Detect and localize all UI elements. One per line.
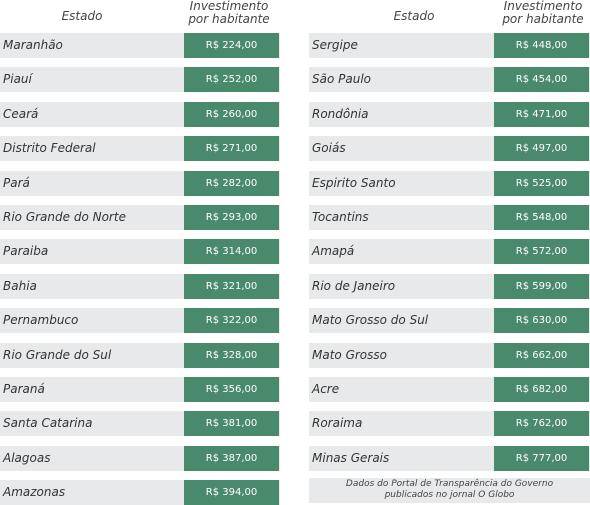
column-header: Estado Investimento por habitante (309, 0, 590, 34)
footnote-line1: Dados do Portal de Transparência do Gove… (345, 479, 554, 489)
investimento-value: R$ 282,00 (184, 171, 279, 196)
investimento-value: R$ 381,00 (184, 411, 279, 436)
table-row: São Paulo R$ 454,00 (309, 67, 590, 92)
estado-name: Minas Gerais (312, 451, 390, 465)
investimento-value: R$ 630,00 (494, 308, 589, 333)
investimento-value: R$ 548,00 (494, 205, 589, 230)
footnote-line2: publicados no jornal O Globo (384, 490, 515, 500)
table-row: Mato Grosso do Sul R$ 630,00 (309, 308, 590, 333)
column-header: Estado Investimento por habitante (0, 0, 280, 34)
estado-name: Rio Grande do Sul (3, 348, 112, 362)
estado-name: Alagoas (3, 451, 51, 465)
investimento-value: R$ 387,00 (184, 446, 279, 471)
header-investimento-line1: Investimento (189, 0, 269, 13)
investimento-value: R$ 322,00 (184, 308, 279, 333)
investimento-value: R$ 448,00 (494, 33, 589, 58)
investimento-value: R$ 356,00 (184, 377, 279, 402)
estado-name: Mato Grosso do Sul (312, 313, 429, 327)
header-investimento-line1: Investimento (503, 0, 583, 13)
investimento-value: R$ 293,00 (184, 205, 279, 230)
investimento-value: R$ 314,00 (184, 239, 279, 264)
investimento-value: R$ 777,00 (494, 446, 589, 471)
estado-name: Goiás (312, 141, 346, 155)
investimento-value: R$ 762,00 (494, 411, 589, 436)
header-estado: Estado (393, 9, 435, 23)
investimento-value: R$ 252,00 (184, 67, 279, 92)
estado-name: Tocantins (312, 210, 369, 224)
investimento-value: R$ 321,00 (184, 274, 279, 299)
estado-name: São Paulo (312, 72, 371, 86)
header-investimento: Investimento por habitante (176, 0, 282, 26)
source-footnote: Dados do Portal de Transparência do Gove… (309, 478, 590, 503)
header-investimento: Investimento por habitante (490, 0, 590, 26)
table-row: Rio de Janeiro R$ 599,00 (309, 274, 590, 299)
estado-name: Sergipe (312, 38, 358, 52)
estado-name: Santa Catarina (3, 416, 93, 430)
investimento-value: R$ 662,00 (494, 343, 589, 368)
estado-name: Rondônia (312, 107, 369, 121)
table-row: Espirito Santo R$ 525,00 (309, 171, 590, 196)
table-row: Mato Grosso R$ 662,00 (309, 343, 590, 368)
estado-name: Pará (3, 176, 30, 190)
investimento-value: R$ 599,00 (494, 274, 589, 299)
table-row: Pernambuco R$ 322,00 (0, 308, 280, 333)
table-column-left: Estado Investimento por habitante Maranh… (0, 0, 280, 505)
table-row: Bahia R$ 321,00 (0, 274, 280, 299)
table-row: Maranhão R$ 224,00 (0, 33, 280, 58)
investimento-value: R$ 497,00 (494, 136, 589, 161)
table-row: Distrito Federal R$ 271,00 (0, 136, 280, 161)
table-row: Goiás R$ 497,00 (309, 136, 590, 161)
table-row: Amapá R$ 572,00 (309, 239, 590, 264)
table-row: Amazonas R$ 394,00 (0, 480, 280, 505)
investimento-value: R$ 260,00 (184, 102, 279, 127)
estado-name: Amazonas (3, 485, 66, 499)
estado-name: Acre (312, 382, 340, 396)
table-row: Sergipe R$ 448,00 (309, 33, 590, 58)
table-row: Pará R$ 282,00 (0, 171, 280, 196)
investimento-value: R$ 471,00 (494, 102, 589, 127)
table-row: Rio Grande do Sul R$ 328,00 (0, 343, 280, 368)
investimento-value: R$ 572,00 (494, 239, 589, 264)
estado-name: Espirito Santo (312, 176, 396, 190)
investimento-value: R$ 394,00 (184, 480, 279, 505)
estado-name: Piauí (3, 72, 32, 86)
estado-name: Paraná (3, 382, 45, 396)
table-row: Santa Catarina R$ 381,00 (0, 411, 280, 436)
investimento-value: R$ 454,00 (494, 67, 589, 92)
header-estado: Estado (61, 9, 103, 23)
investimento-value: R$ 525,00 (494, 171, 589, 196)
table-row: Acre R$ 682,00 (309, 377, 590, 402)
estado-name: Paraiba (3, 244, 49, 258)
estado-name: Bahia (3, 279, 37, 293)
estado-name: Distrito Federal (3, 141, 96, 155)
table-row: Minas Gerais R$ 777,00 (309, 446, 590, 471)
estado-name: Maranhão (3, 38, 63, 52)
estado-name: Amapá (312, 244, 355, 258)
estado-name: Ceará (3, 107, 39, 121)
table-row: Tocantins R$ 548,00 (309, 205, 590, 230)
estado-name: Roraima (312, 416, 363, 430)
investimento-value: R$ 328,00 (184, 343, 279, 368)
table-row: Paraná R$ 356,00 (0, 377, 280, 402)
estado-name: Pernambuco (3, 313, 79, 327)
header-investimento-line2: por habitante (188, 12, 270, 26)
estado-name: Rio de Janeiro (312, 279, 396, 293)
investimento-value: R$ 224,00 (184, 33, 279, 58)
investimento-value: R$ 271,00 (184, 136, 279, 161)
estado-name: Rio Grande do Norte (3, 210, 126, 224)
table-row: Rondônia R$ 471,00 (309, 102, 590, 127)
header-investimento-line2: por habitante (502, 12, 584, 26)
table-column-right: Estado Investimento por habitante Sergip… (309, 0, 590, 471)
investimento-value: R$ 682,00 (494, 377, 589, 402)
table-row: Ceará R$ 260,00 (0, 102, 280, 127)
table-row: Paraiba R$ 314,00 (0, 239, 280, 264)
table-row: Piauí R$ 252,00 (0, 67, 280, 92)
estado-name: Mato Grosso (312, 348, 387, 362)
table-row: Roraima R$ 762,00 (309, 411, 590, 436)
table-row: Alagoas R$ 387,00 (0, 446, 280, 471)
table-row: Rio Grande do Norte R$ 293,00 (0, 205, 280, 230)
